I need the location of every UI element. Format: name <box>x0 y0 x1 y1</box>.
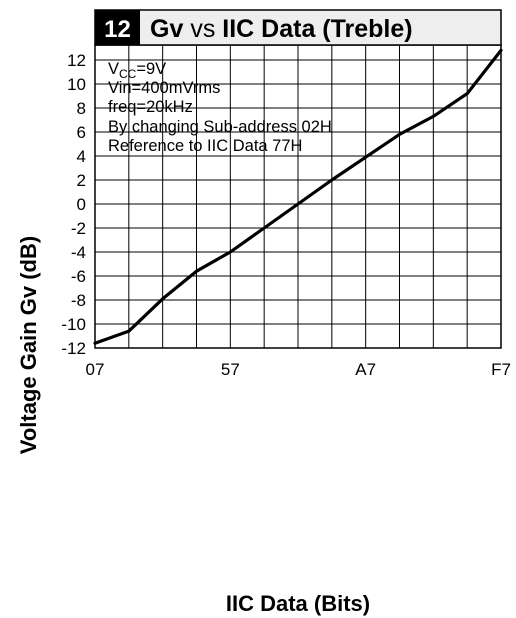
note-vcc: VCC=9V <box>108 60 166 81</box>
chart-title: 12 Gv vs IIC Data (Treble) <box>94 9 502 46</box>
x-tick-label: F7 <box>491 360 511 379</box>
figure-number: 12 <box>104 16 131 43</box>
y-tick-label: 4 <box>77 147 86 166</box>
y-tick-label: -4 <box>71 243 86 262</box>
y-axis-title: Voltage Gain Gv (dB) <box>16 236 41 454</box>
y-tick-label: 12 <box>67 51 86 70</box>
note-vcc-sub: CC <box>119 67 137 81</box>
y-tick-label: -2 <box>71 219 86 238</box>
x-tick-label: A7 <box>355 360 376 379</box>
y-tick-labels: -12 -10 -8 -6 -4 -2 0 2 4 6 8 10 12 <box>61 51 86 358</box>
note-vin: Vin=400mVrms <box>108 79 220 97</box>
note-freq: freq=20kHz <box>108 98 193 116</box>
y-tick-label: -12 <box>61 339 86 358</box>
y-tick-label: -10 <box>61 315 86 334</box>
note-vcc-value: =9V <box>136 60 166 78</box>
note-reference: Reference to IIC Data 77H <box>108 137 302 155</box>
title-part-iic: IIC Data (Treble) <box>222 15 412 43</box>
y-tick-label: -8 <box>71 291 86 310</box>
y-tick-label: 2 <box>77 171 86 190</box>
conditions-notes: VCC=9V Vin=400mVrms freq=20kHz By changi… <box>108 60 332 155</box>
grid <box>95 45 501 348</box>
y-tick-label: 6 <box>77 123 86 142</box>
title-box <box>94 9 502 46</box>
y-tick-label: 10 <box>67 75 86 94</box>
title-line: Gv vs IIC Data (Treble) <box>150 15 413 43</box>
x-tick-label: 07 <box>86 360 105 379</box>
x-tick-labels: 07 57 A7 F7 <box>86 360 511 379</box>
note-sub-address: By changing Sub-address 02H <box>108 118 332 136</box>
y-tick-label: 8 <box>77 99 86 118</box>
note-vcc-main: V <box>108 60 119 78</box>
y-tick-label: 0 <box>77 195 86 214</box>
title-part-vs: vs <box>190 15 215 43</box>
y-tick-label: -6 <box>71 267 86 286</box>
series-line-gain <box>93 48 503 345</box>
x-tick-label: 57 <box>221 360 240 379</box>
title-part-gv: Gv <box>150 15 183 43</box>
x-axis-title: IIC Data (Bits) <box>226 591 370 616</box>
figure-number-box <box>95 10 140 45</box>
series-layer <box>93 48 503 345</box>
